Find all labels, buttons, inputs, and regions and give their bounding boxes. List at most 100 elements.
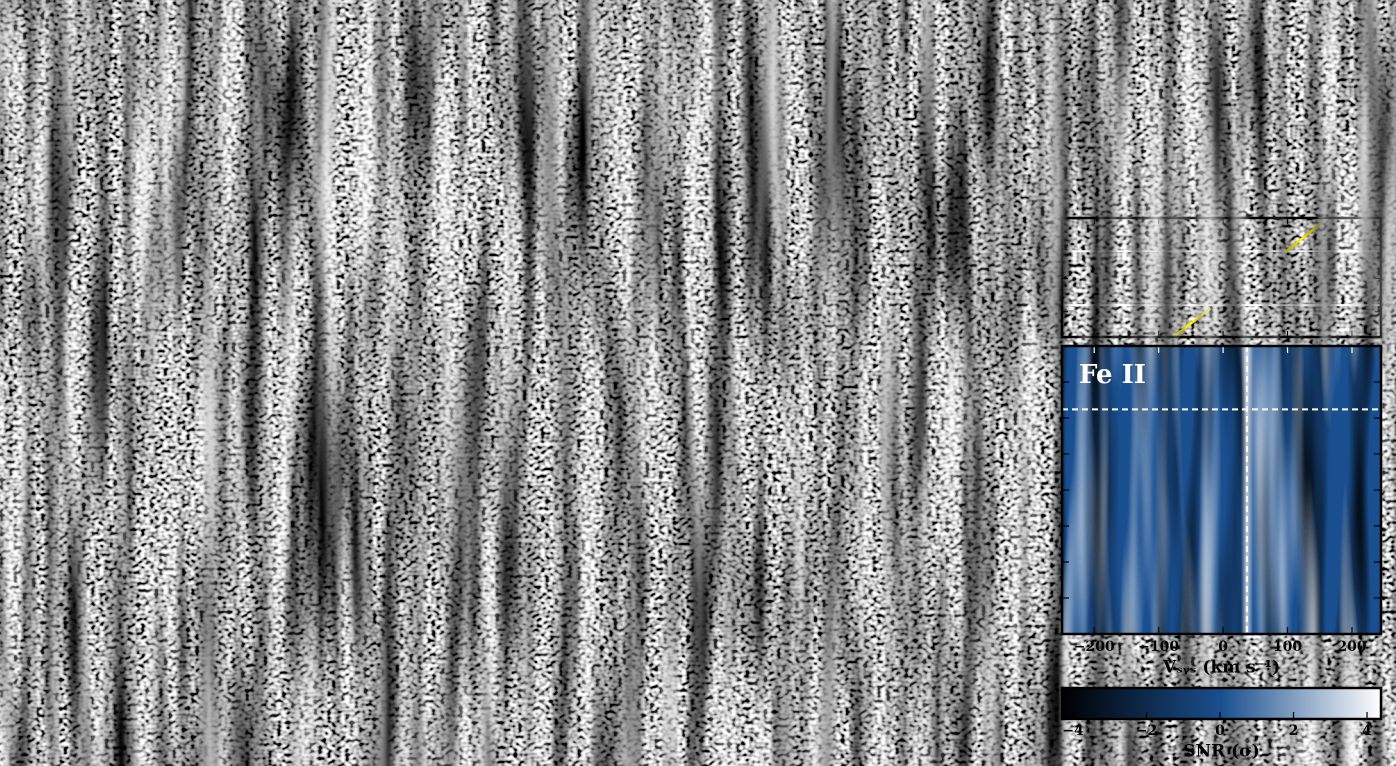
ccf-tick-label: −5: [1134, 30, 1155, 46]
y-tick-label: 0.00: [48, 143, 82, 159]
x-axis-label: Vₛᵧₛ (km s⁻¹): [513, 658, 631, 678]
planet-trace: [849, 307, 887, 338]
frame: [86, 686, 409, 721]
y-tick-label: 200: [53, 482, 82, 498]
snr-tick-label: 0: [891, 723, 901, 739]
noise-texture: [738, 91, 1057, 209]
x-tick-label: 100: [299, 639, 328, 655]
snr-colorbar-label: SNR (σ): [859, 742, 935, 762]
snr-tick-label: −4: [1062, 723, 1084, 739]
ccf-tick-label: −2: [498, 30, 519, 46]
frame: [411, 216, 734, 339]
x-tick-label: −100: [164, 639, 205, 655]
ccf-tick-label: 2: [1020, 30, 1030, 46]
planet-trace: [634, 92, 673, 125]
ccf-colorbar: [88, 48, 407, 83]
snr-colorbar: [88, 688, 407, 719]
noise-texture: [1062, 91, 1381, 209]
frame: [1060, 89, 1383, 211]
x-tick-label: −100: [1138, 639, 1179, 655]
y-tick-label: 300: [53, 338, 82, 354]
snr-tick-label: 2: [639, 723, 649, 739]
snr-tick-label: −4: [77, 723, 99, 739]
ccf-colorbar: [413, 48, 732, 83]
ccf-tick-label: −2: [143, 30, 164, 46]
snr-colorbar: [738, 688, 1057, 719]
frame: [411, 344, 734, 636]
y-axis-label: ϕ (Night 1): [12, 95, 32, 205]
planet-trace: [961, 222, 998, 253]
y-tick-label: 150: [53, 554, 82, 570]
snr-tick-label: −2: [485, 723, 506, 739]
y-tick-label: 275: [53, 374, 82, 390]
x-tick-label: −200: [100, 639, 141, 655]
snr-tick-label: 0: [565, 723, 575, 739]
y-axis-label: ϕ (Night 3): [12, 223, 32, 333]
y-tick-label: 0.00: [48, 270, 82, 286]
snr-tick-label: −4: [411, 723, 433, 739]
snr-tick-label: 0: [211, 723, 221, 739]
snr-tick-label: −2: [811, 723, 832, 739]
noise-texture: [1062, 218, 1381, 337]
x-axis-label: Vₛᵧₛ (km s⁻¹): [188, 658, 306, 678]
ccf-tick-label: 0: [1188, 30, 1198, 46]
frame: [86, 89, 409, 211]
x-tick-label: 200: [688, 639, 717, 655]
planet-trace: [311, 222, 348, 253]
x-tick-label: 200: [363, 639, 392, 655]
ccf-tick-label: 0: [569, 30, 579, 46]
y-tick-label: 175: [53, 518, 82, 534]
frame: [736, 344, 1059, 636]
frame: [1060, 216, 1383, 339]
snr-tick-label: 2: [275, 723, 285, 739]
planet-trace: [1173, 307, 1211, 338]
species-label: Cr I: [430, 360, 486, 390]
x-tick-label: 0: [569, 639, 579, 655]
y-tick-label: 250: [53, 410, 82, 426]
planet-trace: [199, 307, 237, 338]
x-tick-label: 100: [949, 639, 978, 655]
ccf-tick-label: 2: [633, 30, 643, 46]
snr-colorbar-label: SNR (σ): [534, 742, 610, 762]
noise-texture: [413, 91, 732, 209]
x-tick-label: −200: [1074, 639, 1115, 655]
snr-map-streaks-light: [738, 346, 1057, 634]
x-tick-label: 200: [1337, 639, 1366, 655]
y-tick-label: 225: [53, 446, 82, 462]
ccf-tick-label: −4: [434, 30, 456, 46]
planet-trace: [1283, 92, 1322, 125]
planet-trace: [1173, 179, 1212, 210]
snr-tick-label: 2: [1289, 723, 1299, 739]
y-tick-label: 0.05: [48, 110, 82, 126]
planet-trace: [1285, 222, 1322, 253]
x-tick-label: 200: [1013, 639, 1042, 655]
frame: [736, 89, 1059, 211]
noise-texture: [88, 91, 407, 209]
noise-texture: [88, 218, 407, 337]
ccf-colorbar-label: CCF(v, t) ×10³: [830, 8, 965, 28]
y-tick-label: −0.05: [36, 176, 82, 192]
ccf-colorbar-label: CCF(v, t) ×10³: [180, 8, 315, 28]
species-label: Fe I: [105, 360, 160, 390]
snr-tick-label: −4: [737, 723, 759, 739]
planet-trace: [524, 307, 562, 338]
snr-tick-label: −2: [1136, 723, 1157, 739]
snr-tick-label: 6: [402, 723, 412, 739]
snr-tick-label: 4: [338, 723, 348, 739]
snr-tick-label: 2: [964, 723, 974, 739]
planet-trace: [309, 92, 348, 125]
ccf-tick-label: 0: [893, 30, 903, 46]
ccf-tick-label: −1: [823, 30, 844, 46]
snr-map-streaks-light: [1062, 346, 1381, 634]
x-tick-label: 100: [624, 639, 653, 655]
ccf-colorbar: [1062, 48, 1381, 83]
snr-tick-label: 4: [1038, 723, 1048, 739]
ccf-tick-label: −2: [759, 30, 780, 46]
snr-colorbar: [413, 688, 732, 719]
frame: [1060, 686, 1383, 721]
snr-colorbar-label: SNR (σ): [1183, 742, 1259, 762]
frame: [1060, 46, 1383, 85]
x-tick-label: −200: [425, 639, 466, 655]
snr-colorbar-label: SNR (σ): [209, 742, 285, 762]
